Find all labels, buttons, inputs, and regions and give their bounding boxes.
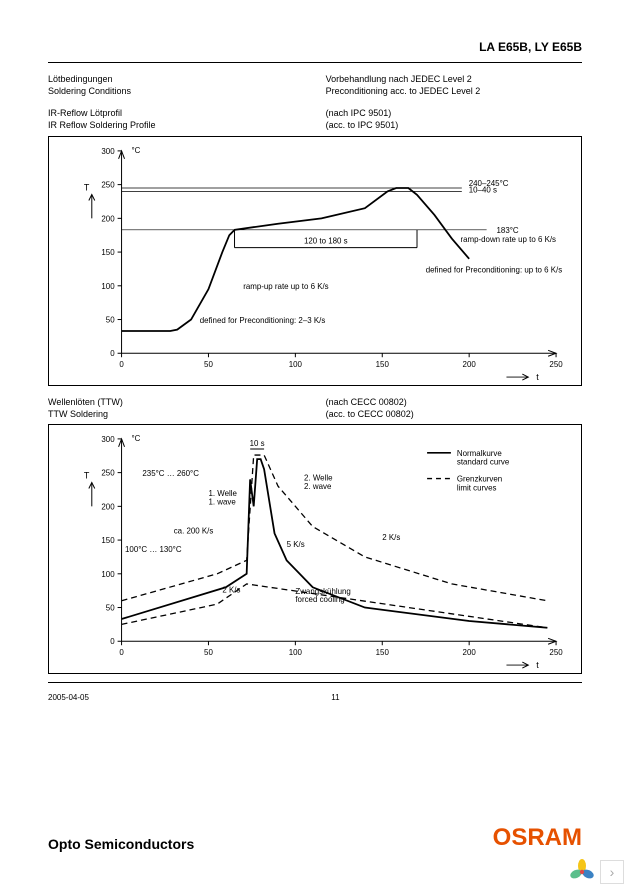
svg-text:Grenzkurven: Grenzkurven xyxy=(457,474,502,483)
svg-text:120 to 180 s: 120 to 180 s xyxy=(304,236,348,245)
ttw-ref-en: (acc. to CECC 00802) xyxy=(326,408,582,420)
ttw-ref-de: (nach CECC 00802) xyxy=(326,396,582,408)
svg-text:ramp-down rate up to 6 K/s: ramp-down rate up to 6 K/s xyxy=(460,235,556,244)
svg-text:5 K/s: 5 K/s xyxy=(287,540,305,549)
ttw-en: TTW Soldering xyxy=(48,408,326,420)
svg-text:t: t xyxy=(536,372,539,382)
footer-page: 11 xyxy=(331,693,339,702)
divider xyxy=(48,62,582,63)
svg-text:ramp-up rate up to 6 K/s: ramp-up rate up to 6 K/s xyxy=(243,282,328,291)
svg-text:100: 100 xyxy=(101,570,115,579)
svg-text:100°C … 130°C: 100°C … 130°C xyxy=(125,545,182,554)
svg-text:250: 250 xyxy=(101,468,115,477)
svg-text:150: 150 xyxy=(376,648,390,657)
svg-text:T: T xyxy=(84,470,90,480)
svg-text:°C: °C xyxy=(131,434,140,443)
divider xyxy=(48,682,582,683)
svg-text:0: 0 xyxy=(110,349,115,358)
svg-text:10–40 s: 10–40 s xyxy=(469,185,497,194)
brand-logo: OSRAM xyxy=(493,824,582,852)
soldering-de: Lötbedingungen xyxy=(48,73,326,85)
svg-text:limit curves: limit curves xyxy=(457,483,497,492)
svg-text:200: 200 xyxy=(463,648,477,657)
svg-text:50: 50 xyxy=(106,315,115,324)
next-button[interactable]: › xyxy=(600,860,624,884)
svg-text:300: 300 xyxy=(101,146,115,155)
footer-date: 2005-04-05 xyxy=(48,693,89,702)
svg-text:235°C … 260°C: 235°C … 260°C xyxy=(142,469,199,478)
svg-text:100: 100 xyxy=(289,360,303,369)
svg-text:2 K/s: 2 K/s xyxy=(382,533,400,542)
precond-de: Vorbehandlung nach JEDEC Level 2 xyxy=(326,73,582,85)
irreflow-ref-en: (acc. to IPC 9501) xyxy=(326,119,582,131)
svg-text:150: 150 xyxy=(101,536,115,545)
irreflow-en: IR Reflow Soldering Profile xyxy=(48,119,326,131)
ir-reflow-chart: 0 50 100 150 200 250 0 50 100 150 200 250 300 °C Tt 183… xyxy=(48,136,582,386)
ttw-chart: 0 50 100 150 200 250 0 50 100 150 200 250 300 °C Tt Nor… xyxy=(48,424,582,674)
svg-text:2. wave: 2. wave xyxy=(304,482,332,491)
svg-text:0: 0 xyxy=(119,360,124,369)
svg-text:0: 0 xyxy=(110,637,115,646)
svg-text:200: 200 xyxy=(101,214,115,223)
svg-text:ca. 200 K/s: ca. 200 K/s xyxy=(174,526,214,535)
svg-text:50: 50 xyxy=(204,648,213,657)
precond-en: Preconditioning acc. to JEDEC Level 2 xyxy=(326,85,582,97)
svg-text:2 K/s: 2 K/s xyxy=(222,586,240,595)
svg-text:300: 300 xyxy=(101,435,115,444)
svg-text:100: 100 xyxy=(289,648,303,657)
svg-text:forced cooling: forced cooling xyxy=(295,595,344,604)
svg-text:200: 200 xyxy=(463,360,477,369)
page-nav: › xyxy=(568,858,624,886)
svg-text:1. wave: 1. wave xyxy=(208,497,236,506)
svg-text:150: 150 xyxy=(376,360,390,369)
svg-text:200: 200 xyxy=(101,502,115,511)
svg-text:100: 100 xyxy=(101,281,115,290)
svg-text:250: 250 xyxy=(549,360,563,369)
svg-text:T: T xyxy=(84,182,90,192)
svg-text:50: 50 xyxy=(204,360,213,369)
flower-icon xyxy=(568,858,596,886)
svg-text:defined for Preconditioning: u: defined for Preconditioning: up to 6 K/s xyxy=(426,265,563,274)
svg-text:0: 0 xyxy=(119,648,124,657)
svg-text:standard curve: standard curve xyxy=(457,458,510,467)
brand-left: Opto Semiconductors xyxy=(48,836,194,852)
svg-text:183°C: 183°C xyxy=(497,225,519,234)
svg-text:50: 50 xyxy=(106,603,115,612)
svg-text:t: t xyxy=(536,660,539,670)
svg-text:defined for Preconditioning: 2: defined for Preconditioning: 2–3 K/s xyxy=(200,315,326,324)
irreflow-de: IR-Reflow Lötprofil xyxy=(48,107,326,119)
ttw-de: Wellenlöten (TTW) xyxy=(48,396,326,408)
soldering-en: Soldering Conditions xyxy=(48,85,326,97)
svg-text:Normalkurve: Normalkurve xyxy=(457,449,502,458)
page-title: LA E65B, LY E65B xyxy=(48,40,582,58)
irreflow-ref-de: (nach IPC 9501) xyxy=(326,107,582,119)
svg-text:150: 150 xyxy=(101,248,115,257)
svg-text:°C: °C xyxy=(131,145,140,154)
svg-text:10 s: 10 s xyxy=(250,439,265,448)
svg-text:250: 250 xyxy=(549,648,563,657)
svg-text:250: 250 xyxy=(101,180,115,189)
